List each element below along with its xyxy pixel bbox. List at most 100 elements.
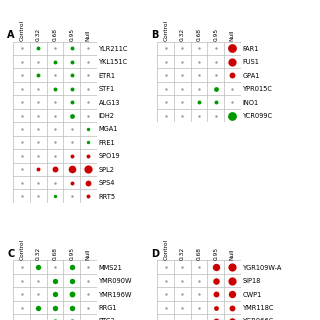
Point	[180, 100, 185, 105]
Point	[69, 59, 74, 64]
Point	[196, 318, 202, 320]
Point	[86, 305, 91, 310]
Point	[19, 46, 24, 51]
Point	[19, 278, 24, 283]
Point	[180, 278, 185, 283]
Point	[52, 46, 58, 51]
Point	[36, 59, 41, 64]
Point	[230, 318, 235, 320]
Point	[180, 86, 185, 91]
Point	[230, 100, 235, 105]
Point	[36, 194, 41, 199]
Point	[213, 46, 218, 51]
Point	[163, 265, 168, 270]
Point	[86, 153, 91, 158]
Point	[52, 278, 58, 283]
Point	[196, 73, 202, 78]
Point	[19, 318, 24, 320]
Point	[86, 265, 91, 270]
Point	[213, 305, 218, 310]
Point	[52, 167, 58, 172]
Point	[36, 292, 41, 297]
Point	[52, 194, 58, 199]
Point	[69, 46, 74, 51]
Point	[69, 292, 74, 297]
Point	[19, 126, 24, 132]
Point	[52, 126, 58, 132]
Point	[69, 100, 74, 105]
Point	[196, 59, 202, 64]
Point	[36, 265, 41, 270]
Text: A: A	[7, 30, 14, 40]
Point	[86, 73, 91, 78]
Point	[180, 73, 185, 78]
Point	[163, 318, 168, 320]
Point	[213, 265, 218, 270]
Point	[86, 100, 91, 105]
Point	[163, 46, 168, 51]
Point	[69, 126, 74, 132]
Point	[19, 167, 24, 172]
Point	[36, 318, 41, 320]
Point	[213, 292, 218, 297]
Point	[36, 86, 41, 91]
Point	[213, 318, 218, 320]
Point	[230, 46, 235, 51]
Point	[36, 46, 41, 51]
Point	[36, 140, 41, 145]
Point	[180, 305, 185, 310]
Point	[52, 292, 58, 297]
Point	[196, 292, 202, 297]
Point	[52, 153, 58, 158]
Point	[86, 59, 91, 64]
Text: B: B	[151, 30, 158, 40]
Point	[196, 46, 202, 51]
Point	[19, 292, 24, 297]
Point	[196, 86, 202, 91]
Point	[52, 73, 58, 78]
Point	[180, 59, 185, 64]
Point	[19, 265, 24, 270]
Point	[52, 86, 58, 91]
Point	[19, 153, 24, 158]
Point	[36, 167, 41, 172]
Point	[230, 292, 235, 297]
Point	[36, 153, 41, 158]
Point	[180, 265, 185, 270]
Point	[86, 126, 91, 132]
Point	[36, 100, 41, 105]
Point	[230, 86, 235, 91]
Point	[52, 113, 58, 118]
Point	[36, 73, 41, 78]
Point	[180, 46, 185, 51]
Point	[52, 140, 58, 145]
Point	[36, 126, 41, 132]
Point	[52, 100, 58, 105]
Point	[86, 140, 91, 145]
Point	[163, 86, 168, 91]
Point	[163, 292, 168, 297]
Point	[52, 318, 58, 320]
Point	[196, 278, 202, 283]
Point	[230, 113, 235, 118]
Point	[86, 194, 91, 199]
Point	[213, 59, 218, 64]
Point	[230, 59, 235, 64]
Point	[86, 278, 91, 283]
Point	[69, 86, 74, 91]
Point	[86, 86, 91, 91]
Point	[213, 278, 218, 283]
Point	[86, 46, 91, 51]
Point	[196, 113, 202, 118]
Point	[69, 305, 74, 310]
Point	[163, 278, 168, 283]
Point	[19, 180, 24, 185]
Point	[230, 265, 235, 270]
Point	[36, 113, 41, 118]
Point	[19, 140, 24, 145]
Point	[19, 59, 24, 64]
Point	[69, 113, 74, 118]
Point	[19, 305, 24, 310]
Point	[69, 194, 74, 199]
Point	[69, 153, 74, 158]
